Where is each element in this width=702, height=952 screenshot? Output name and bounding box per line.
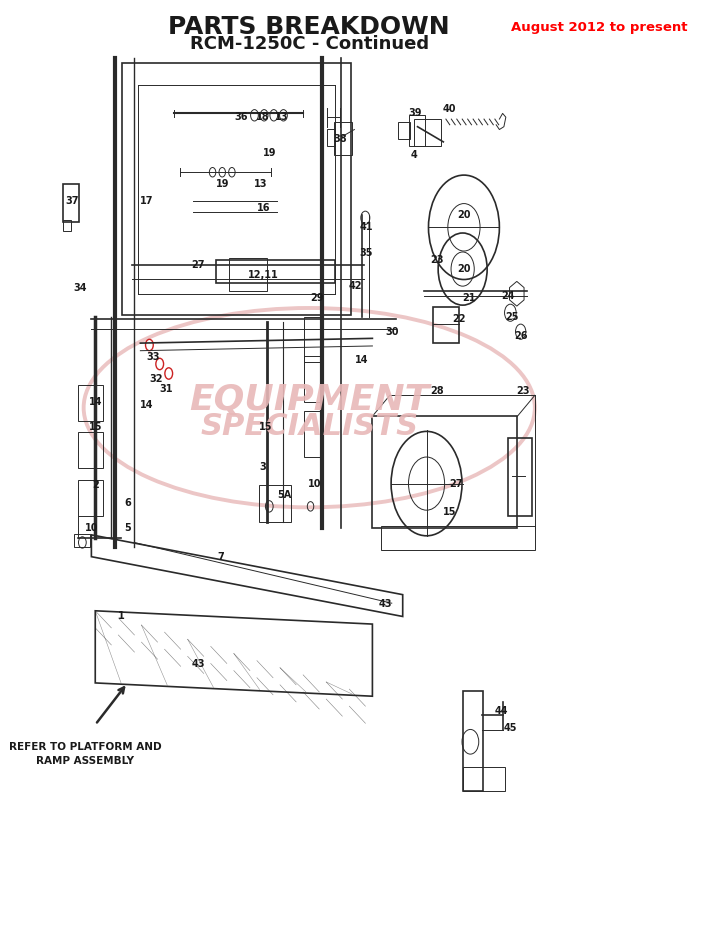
Text: 3: 3 bbox=[260, 462, 266, 471]
Bar bbox=[327, 129, 335, 146]
Text: 28: 28 bbox=[430, 386, 444, 396]
Text: 13: 13 bbox=[254, 179, 267, 188]
Text: 16: 16 bbox=[258, 204, 271, 213]
Text: 27: 27 bbox=[192, 260, 205, 270]
Text: 14: 14 bbox=[140, 400, 154, 409]
Text: 12,11: 12,11 bbox=[248, 269, 278, 280]
Bar bbox=[508, 438, 532, 516]
Text: 39: 39 bbox=[409, 109, 423, 118]
Bar bbox=[216, 260, 335, 284]
Text: 15: 15 bbox=[88, 422, 102, 431]
Bar bbox=[74, 534, 90, 547]
Text: 10: 10 bbox=[307, 479, 321, 488]
Text: 17: 17 bbox=[140, 196, 154, 206]
Text: August 2012 to present: August 2012 to present bbox=[511, 21, 687, 33]
Bar bbox=[398, 122, 410, 139]
Bar bbox=[63, 220, 71, 231]
Text: 6: 6 bbox=[124, 498, 131, 507]
Text: 14: 14 bbox=[88, 397, 102, 407]
Bar bbox=[79, 480, 103, 516]
Text: 19: 19 bbox=[216, 179, 229, 188]
Text: 18: 18 bbox=[256, 112, 270, 122]
Bar bbox=[463, 767, 505, 791]
Text: 7: 7 bbox=[217, 551, 224, 562]
Text: 14: 14 bbox=[355, 355, 369, 366]
Text: PARTS BREAKDOWN: PARTS BREAKDOWN bbox=[168, 15, 450, 39]
Text: 22: 22 bbox=[452, 314, 465, 325]
Text: 10: 10 bbox=[85, 524, 98, 533]
Bar bbox=[413, 119, 441, 146]
Bar bbox=[79, 385, 103, 421]
Text: 20: 20 bbox=[457, 264, 470, 274]
Text: 23: 23 bbox=[430, 254, 444, 265]
Text: 34: 34 bbox=[74, 283, 87, 293]
Text: RAMP ASSEMBLY: RAMP ASSEMBLY bbox=[36, 756, 134, 765]
Text: 4: 4 bbox=[411, 150, 418, 160]
Text: 1: 1 bbox=[118, 611, 124, 622]
Bar bbox=[463, 691, 483, 791]
Bar bbox=[381, 526, 535, 550]
Text: 27: 27 bbox=[449, 479, 463, 488]
Text: EQUIPMENT: EQUIPMENT bbox=[189, 383, 430, 417]
Bar bbox=[333, 122, 352, 155]
Text: 30: 30 bbox=[385, 327, 399, 337]
Text: REFER TO PLATFORM AND: REFER TO PLATFORM AND bbox=[8, 742, 161, 751]
Text: RCM-1250C - Continued: RCM-1250C - Continued bbox=[190, 35, 429, 53]
Text: 36: 36 bbox=[234, 112, 249, 122]
Bar bbox=[372, 416, 517, 528]
Text: 19: 19 bbox=[263, 149, 276, 158]
Text: 23: 23 bbox=[517, 386, 530, 396]
Bar bbox=[304, 316, 324, 362]
Text: 21: 21 bbox=[463, 292, 476, 303]
Text: 38: 38 bbox=[333, 134, 347, 144]
Bar bbox=[229, 258, 267, 291]
Text: 5A: 5A bbox=[277, 490, 292, 500]
Text: 43: 43 bbox=[192, 659, 205, 669]
Text: 33: 33 bbox=[147, 352, 160, 363]
Text: 37: 37 bbox=[65, 196, 79, 206]
Text: 42: 42 bbox=[349, 281, 362, 291]
Text: 35: 35 bbox=[359, 248, 373, 258]
Bar bbox=[409, 115, 425, 146]
Bar bbox=[304, 356, 324, 402]
Text: 41: 41 bbox=[359, 223, 373, 232]
Text: 15: 15 bbox=[443, 507, 456, 517]
Text: 15: 15 bbox=[258, 422, 272, 431]
Text: 25: 25 bbox=[505, 311, 519, 322]
Text: 29: 29 bbox=[310, 292, 324, 303]
Text: 2: 2 bbox=[92, 481, 98, 490]
Text: 44: 44 bbox=[495, 706, 508, 717]
Text: 40: 40 bbox=[443, 104, 456, 113]
Bar bbox=[63, 184, 79, 222]
Text: 13: 13 bbox=[275, 112, 289, 122]
Bar bbox=[79, 432, 103, 468]
Text: 45: 45 bbox=[503, 723, 517, 732]
Text: 31: 31 bbox=[159, 384, 173, 394]
Text: 26: 26 bbox=[514, 330, 527, 341]
Text: SPECIALISTS: SPECIALISTS bbox=[200, 412, 418, 441]
Text: 20: 20 bbox=[457, 210, 470, 220]
Text: 43: 43 bbox=[378, 599, 392, 609]
Bar bbox=[259, 486, 291, 522]
Text: 24: 24 bbox=[501, 290, 515, 301]
Bar bbox=[304, 411, 324, 457]
Text: 32: 32 bbox=[149, 374, 163, 385]
Text: 5: 5 bbox=[124, 524, 131, 533]
